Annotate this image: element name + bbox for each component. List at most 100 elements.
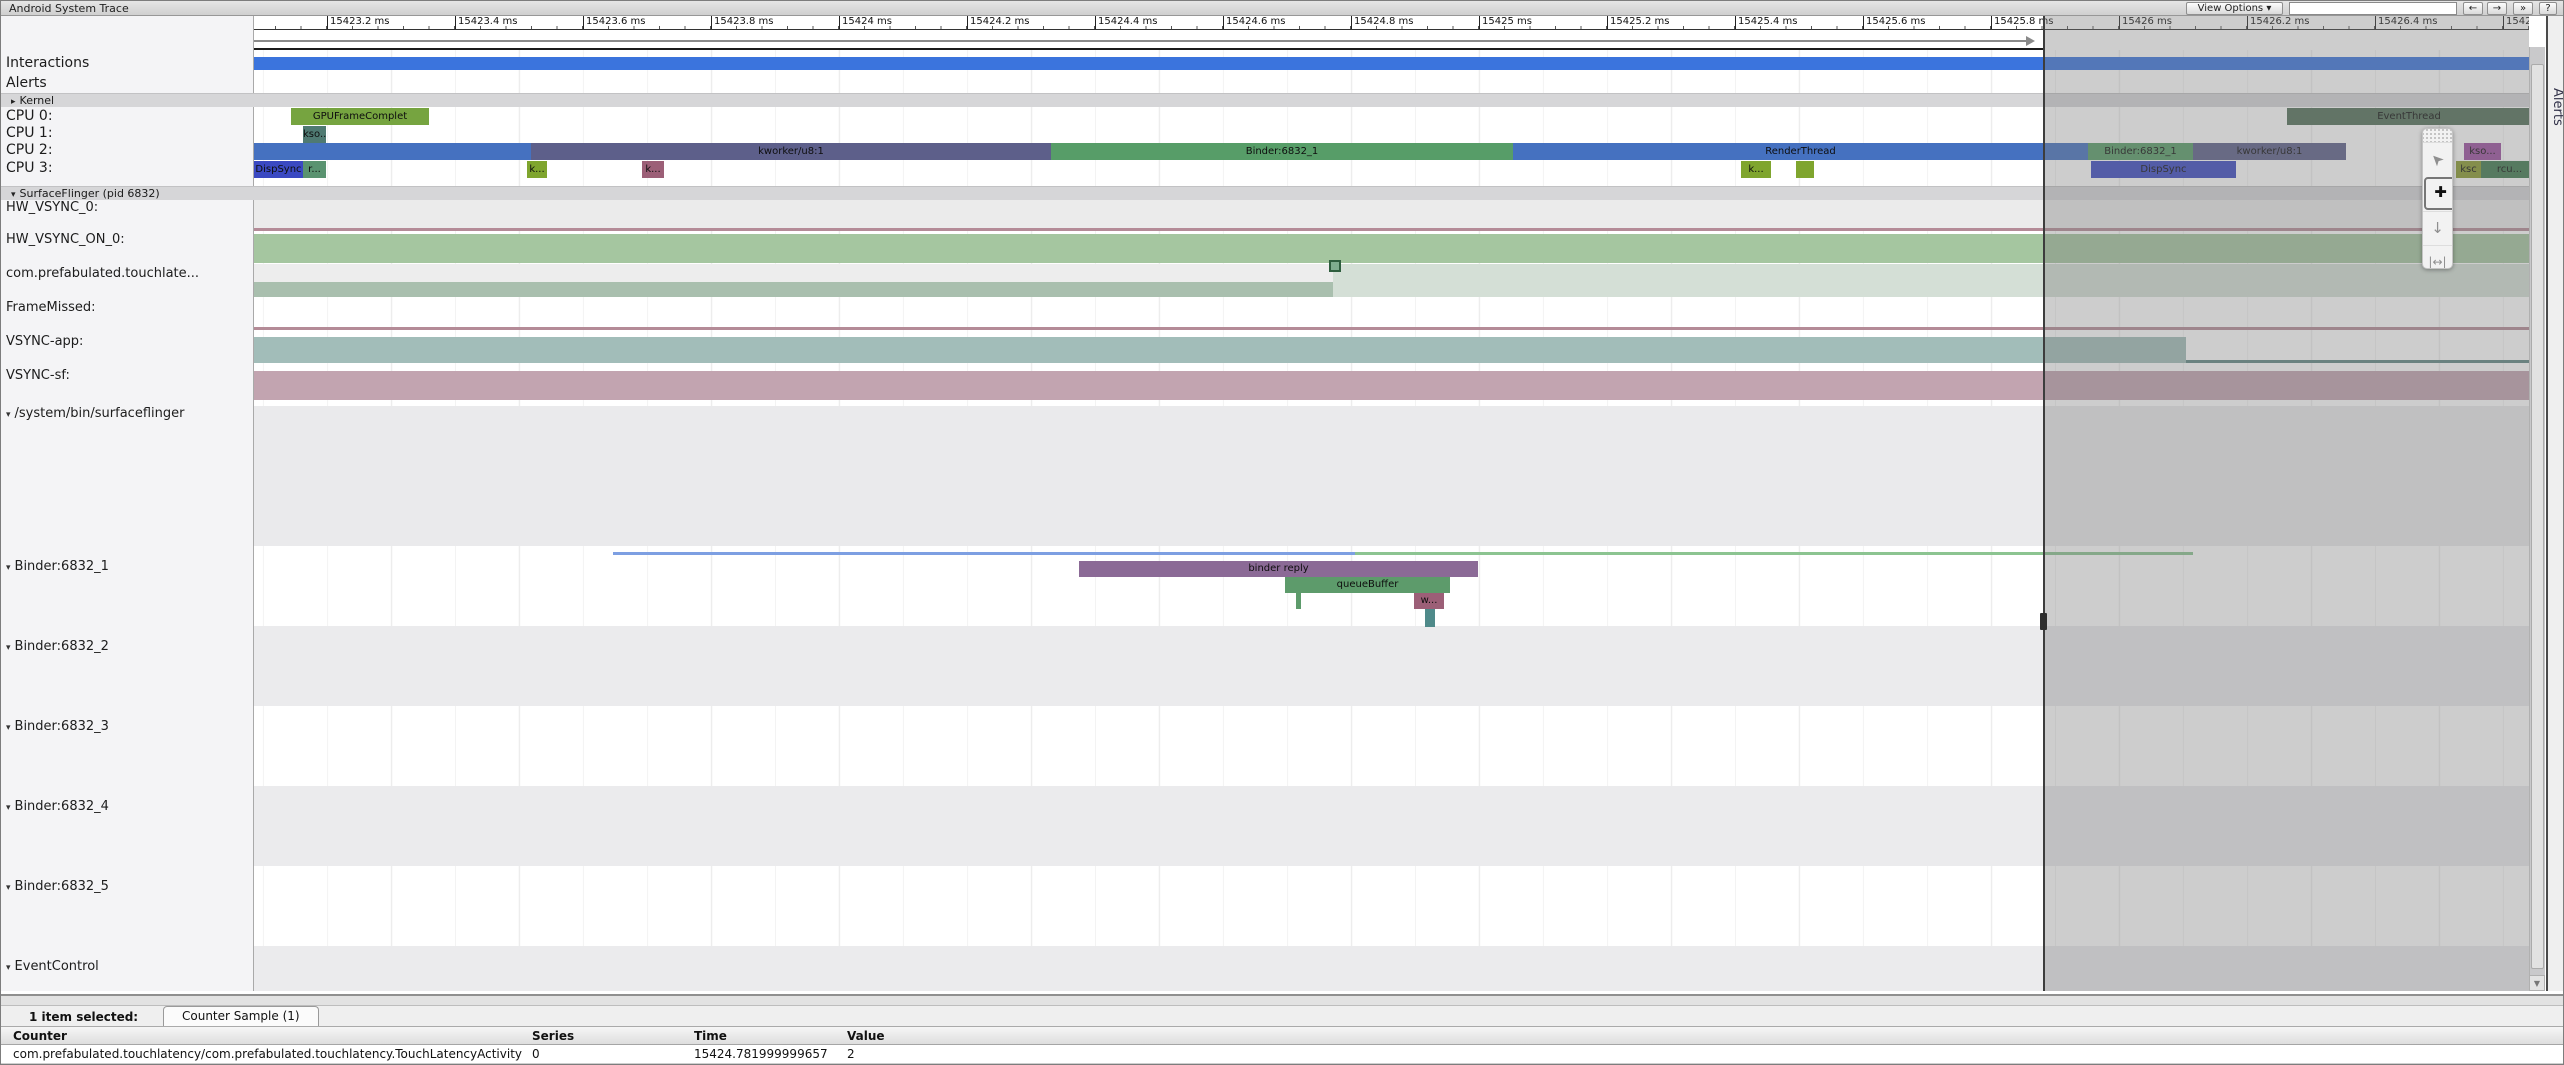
trace-slice[interactable]: k... [527, 161, 547, 178]
counter-sample-tab[interactable]: Counter Sample (1) [163, 1006, 319, 1026]
trace-slice[interactable] [1796, 161, 1814, 178]
async-slice-line[interactable] [1355, 552, 2193, 555]
trace-slice[interactable]: GPUFrameComplet [291, 108, 429, 125]
pan-tool-icon[interactable]: ✚ [2424, 177, 2452, 210]
panel-resize-handle[interactable] [1, 996, 2563, 1006]
trace-slice[interactable]: w... [1414, 593, 1444, 609]
trace-slice[interactable]: kso... [303, 126, 326, 143]
counter-band [254, 264, 1333, 282]
track-label-vsync-app-[interactable]: VSYNC-app: [6, 334, 84, 349]
trace-slice[interactable]: Binder:6832_1 [1051, 143, 1513, 160]
vertical-scrollbar[interactable] [2529, 47, 2545, 991]
section-header-surfaceflinger-pid-6832-[interactable]: ▾ SurfaceFlinger (pid 6832) [1, 186, 2529, 200]
track-label-eventcontrol[interactable]: ▾ EventControl [6, 959, 99, 974]
trace-slice[interactable]: rcu... [2481, 161, 2529, 178]
interest-range-line [254, 40, 2026, 42]
timeline-tracks[interactable]: 15423.2 ms 15423.4 ms 15423.6 ms 15423.8 ms… [254, 16, 2529, 991]
ruler-tick-label: 15425.4 ms [1735, 16, 1797, 29]
trace-slice[interactable]: DispSync [254, 161, 303, 178]
col-series: Series [532, 1029, 575, 1043]
expander-triangle-icon[interactable]: ▾ [6, 643, 11, 653]
alerts-sidebar[interactable]: Alerts [2546, 16, 2563, 991]
trace-slice[interactable]: binder reply [1079, 561, 1478, 577]
counter-band [1333, 264, 2529, 297]
trace-slice[interactable]: kworker/u8:1 [531, 143, 1051, 160]
track-label-cpu-2-[interactable]: CPU 2: [6, 142, 53, 158]
track-label-alerts[interactable]: Alerts [6, 75, 47, 91]
selected-counter-sample-dot[interactable] [1329, 260, 1341, 272]
view-options-button[interactable]: View Options ▾ [2186, 2, 2283, 15]
track-label-binder-6832-5[interactable]: ▾ Binder:6832_5 [6, 879, 109, 894]
track-label-binder-6832-2[interactable]: ▾ Binder:6832_2 [6, 639, 109, 654]
scrollbar-thumb[interactable] [2531, 64, 2544, 969]
palette-drag-handle-icon[interactable] [2423, 129, 2452, 142]
track-label--system-bin-surfaceflinger[interactable]: ▾/system/bin/surfaceflinger [6, 406, 185, 421]
track-label-vsync-sf-[interactable]: VSYNC-sf: [6, 368, 70, 383]
trace-slice[interactable] [1425, 609, 1435, 627]
trace-slice[interactable]: queueBuffer [1285, 577, 1450, 593]
counter-band [254, 327, 2529, 330]
expander-triangle-icon[interactable]: ▾ [6, 963, 11, 973]
selection-marker-handle[interactable] [2040, 613, 2047, 630]
expander-triangle-icon[interactable]: ▾ [6, 803, 11, 813]
table-row[interactable]: com.prefabulated.touchlatency/com.prefab… [1, 1045, 2563, 1064]
timing-tool-icon[interactable]: |↔| [2423, 245, 2452, 268]
trace-slice[interactable]: DispSync [2091, 161, 2236, 178]
trace-slice[interactable]: RenderThread [1513, 143, 2088, 160]
counter-band [254, 786, 2529, 866]
trace-slice[interactable]: kworker/u8:1 [2193, 143, 2346, 160]
expander-triangle-icon[interactable]: ▾ [6, 410, 11, 420]
zoom-tool-icon[interactable]: ↓ [2423, 211, 2452, 245]
scroll-down-button[interactable]: ▼ [2529, 975, 2545, 991]
ruler-tick-label: 15423.4 ms [455, 16, 517, 29]
expander-triangle-icon[interactable]: ▾ [11, 190, 16, 200]
trace-slice[interactable]: EventThread [2287, 108, 2529, 125]
interactions-bar[interactable] [254, 57, 2529, 70]
track-label-cpu-0-[interactable]: CPU 0: [6, 108, 53, 124]
track-label-framemissed-[interactable]: FrameMissed: [6, 300, 96, 315]
track-label-binder-6832-3[interactable]: ▾ Binder:6832_3 [6, 719, 109, 734]
nav-forward-button[interactable]: → [2487, 2, 2507, 15]
section-header-kernel[interactable]: ▸ Kernel [1, 93, 2529, 107]
counter-band [254, 406, 2529, 546]
counter-band [254, 282, 1333, 297]
trace-slice[interactable]: ksc [2456, 161, 2481, 178]
selection-marker-line[interactable] [2043, 16, 2045, 991]
async-slice-line[interactable] [613, 552, 1355, 555]
trace-slice[interactable]: k... [1741, 161, 1771, 178]
trace-slice[interactable] [1296, 593, 1301, 609]
ruler-tick-label: 15424.2 ms [967, 16, 1029, 29]
trace-slice[interactable]: Binder:6832_1 [2088, 143, 2193, 160]
col-value: Value [847, 1029, 885, 1043]
track-label-cpu-3-[interactable]: CPU 3: [6, 160, 53, 176]
search-input[interactable] [2289, 2, 2457, 15]
trace-slice[interactable]: k... [642, 161, 664, 178]
analysis-table-header: Counter Series Time Value [1, 1026, 2563, 1045]
ruler-tick-label: 15423.6 ms [583, 16, 645, 29]
selection-tool-icon[interactable]: ➤ [2423, 142, 2452, 176]
cell-time: 15424.781999999657 [694, 1047, 828, 1061]
help-button[interactable]: ? [2539, 2, 2557, 15]
cell-series: 0 [532, 1047, 540, 1061]
trace-slice[interactable]: kso... [2464, 143, 2501, 160]
ruler-tick-label: 15423.2 ms [327, 16, 389, 29]
track-label-com-prefabulated-touchlate-[interactable]: com.prefabulated.touchlate... [6, 266, 200, 281]
fast-forward-button[interactable]: » [2513, 2, 2533, 15]
track-label-hw-vsync-on-0-[interactable]: HW_VSYNC_ON_0: [6, 232, 125, 247]
ruler-tick-label: 15426.2 ms [2247, 16, 2309, 29]
cell-counter: com.prefabulated.touchlatency/com.prefab… [13, 1047, 523, 1061]
trace-slice[interactable]: r... [303, 161, 326, 178]
expander-triangle-icon[interactable]: ▾ [6, 883, 11, 893]
selection-summary-row: 1 item selected: Counter Sample (1) [1, 1006, 2563, 1026]
ruler-tick-label: 15425 ms [1479, 16, 1532, 29]
track-label-binder-6832-4[interactable]: ▾ Binder:6832_4 [6, 799, 109, 814]
expander-triangle-icon[interactable]: ▸ [11, 97, 16, 107]
trace-slice[interactable] [254, 143, 531, 160]
track-label-interactions[interactable]: Interactions [6, 55, 90, 71]
track-label-cpu-1-[interactable]: CPU 1: [6, 125, 53, 141]
track-label-hw-vsync-0-[interactable]: HW_VSYNC_0: [6, 200, 99, 215]
nav-back-button[interactable]: ← [2463, 2, 2483, 15]
track-label-binder-6832-1[interactable]: ▾ Binder:6832_1 [6, 559, 109, 574]
expander-triangle-icon[interactable]: ▾ [6, 563, 11, 573]
expander-triangle-icon[interactable]: ▾ [6, 723, 11, 733]
